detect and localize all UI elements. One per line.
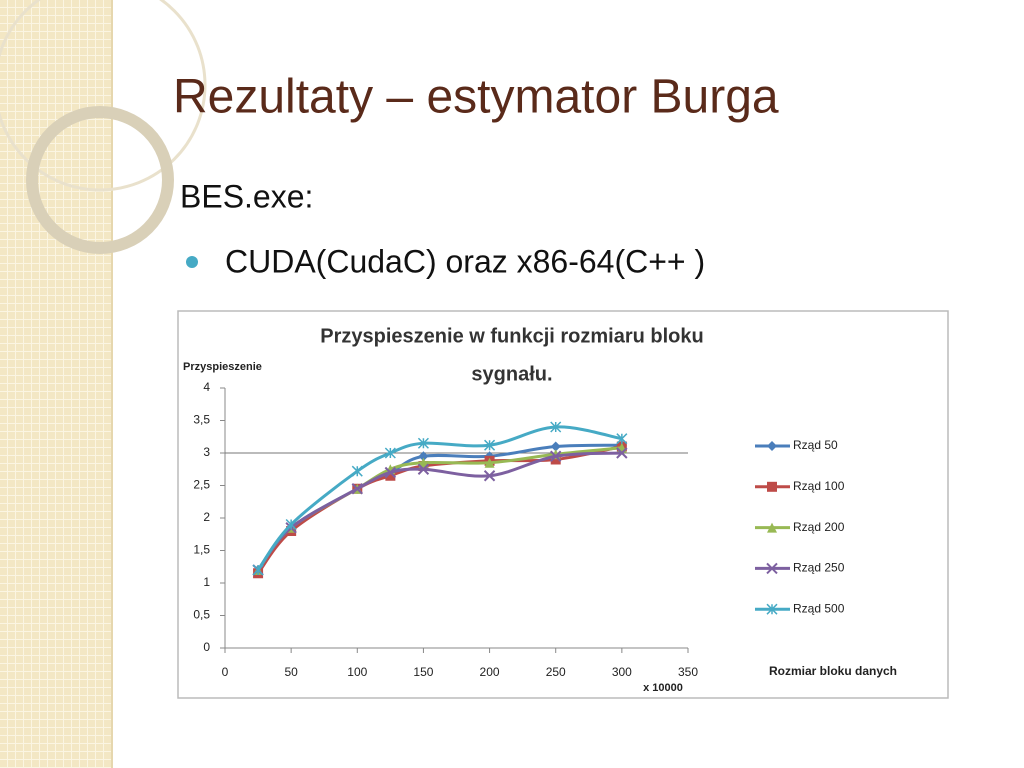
- marker: [550, 454, 561, 465]
- legend-label: Rząd 100: [793, 479, 845, 493]
- marker: [285, 518, 297, 531]
- y-axis-title: Przyspieszenie: [183, 361, 262, 373]
- marker: [550, 450, 562, 462]
- marker: [417, 437, 429, 449]
- bullet-dot: [186, 256, 198, 268]
- marker: [550, 441, 561, 452]
- x-tick-label: 0: [222, 665, 229, 679]
- legend-label: Rząd 200: [793, 520, 845, 534]
- y-tick-label: 4: [203, 380, 210, 394]
- y-tick-label: 0: [203, 640, 210, 654]
- x-tick-label: 50: [284, 665, 298, 679]
- y-tick-label: 2,5: [193, 478, 210, 492]
- series-line: [256, 425, 623, 571]
- marker: [616, 433, 628, 445]
- legend-label: Rząd 500: [793, 601, 845, 615]
- legend-label: Rząd 50: [793, 438, 838, 452]
- marker: [483, 470, 496, 482]
- marker: [417, 463, 430, 475]
- marker: [766, 603, 778, 615]
- y-tick-label: 0,5: [193, 608, 210, 622]
- marker: [385, 470, 396, 481]
- x-axis-unit: x 10000: [643, 682, 683, 694]
- marker: [418, 457, 429, 468]
- marker: [767, 441, 777, 451]
- subtitle: BES.exe:: [180, 178, 313, 214]
- x-tick-label: 250: [546, 665, 566, 679]
- y-tick-label: 3: [203, 445, 210, 459]
- chart-title: sygnału.: [471, 363, 552, 385]
- x-axis-title: Rozmiar bloku danych: [769, 664, 897, 678]
- marker: [550, 421, 562, 433]
- x-tick-label: 100: [347, 665, 367, 679]
- y-tick-label: 3,5: [193, 413, 210, 427]
- marker: [418, 451, 429, 462]
- x-tick-label: 150: [413, 665, 433, 679]
- slide-title: Rezultaty – estymator Burga: [173, 71, 779, 124]
- marker: [616, 447, 628, 459]
- marker: [384, 466, 397, 479]
- deco-ring: [26, 106, 174, 254]
- marker: [351, 465, 363, 477]
- marker: [484, 439, 496, 451]
- series-line: [256, 451, 622, 571]
- marker: [767, 522, 777, 533]
- x-tick-label: 300: [612, 665, 632, 679]
- chart-title: Przyspieszenie w funkcji rozmiaru bloku: [320, 325, 703, 347]
- deco-circle: [0, 0, 207, 192]
- x-tick-label: 200: [480, 665, 500, 679]
- chart-frame: [177, 310, 949, 699]
- y-tick-label: 1: [203, 575, 210, 589]
- y-tick-label: 2: [203, 510, 210, 524]
- y-tick-label: 1,5: [193, 543, 210, 557]
- legend-label: Rząd 250: [793, 561, 845, 575]
- marker: [484, 457, 495, 468]
- x-tick-label: 350: [678, 665, 698, 679]
- marker: [384, 447, 396, 459]
- marker: [767, 481, 777, 492]
- marker: [351, 483, 363, 495]
- bullet-text: CUDA(CudaC) oraz x86-64(C++ ): [225, 243, 705, 279]
- marker: [252, 564, 264, 576]
- marker: [766, 562, 778, 575]
